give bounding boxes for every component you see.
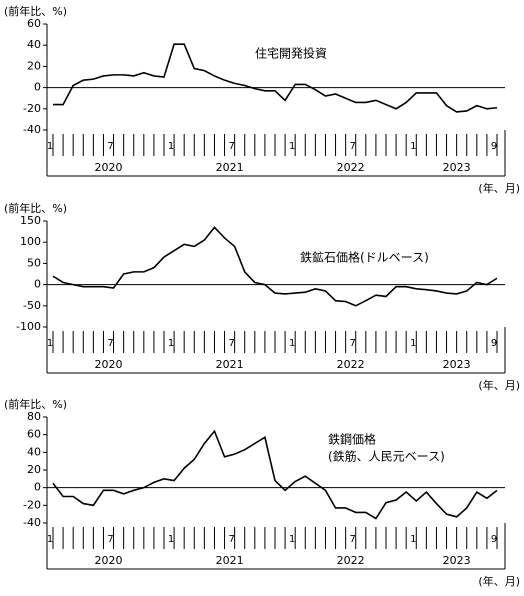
y-tick-label: -50 <box>23 299 41 312</box>
year-label: 2023 <box>443 358 471 371</box>
y-tick-label: 40 <box>27 38 41 51</box>
x-tick-label: 7 <box>107 338 113 349</box>
unit-label: (前年比、%) <box>4 397 67 411</box>
y-tick-label: 0 <box>34 481 41 494</box>
x-tick-label: 7 <box>350 534 356 545</box>
data-line <box>53 43 498 113</box>
unit-label: (前年比、%) <box>4 201 67 215</box>
x-tick-label: 1 <box>168 141 174 152</box>
x-tick-label: 1 <box>289 141 295 152</box>
x-tick-label: 7 <box>350 141 356 152</box>
year-label: 2023 <box>443 554 471 567</box>
x-tick-label: 1 <box>47 141 53 152</box>
data-line <box>52 226 498 307</box>
y-tick-label: 80 <box>27 410 41 423</box>
unit-label: (前年比、%) <box>4 4 67 18</box>
x-tick-label: 1 <box>47 534 53 545</box>
y-tick-label: -100 <box>16 320 41 333</box>
year-label: 2020 <box>95 161 123 174</box>
x-tick-label: 1 <box>168 534 174 545</box>
y-tick-label: 40 <box>27 445 41 458</box>
x-tick-label: 1 <box>289 534 295 545</box>
annotation: (鉄筋、人民元ベース) <box>328 449 445 464</box>
annotation: 鉄鉱石価格(ドルベース) <box>300 250 429 265</box>
x-tick-label: 1 <box>289 338 295 349</box>
x-tick-label: 1 <box>410 534 416 545</box>
x-tick-label: 1 <box>410 338 416 349</box>
year-label: 2022 <box>337 358 365 371</box>
y-tick-label: 20 <box>27 59 41 72</box>
x-tick-label: 9 <box>491 141 497 152</box>
x-tick-label: 7 <box>107 534 113 545</box>
year-label: 2023 <box>443 161 471 174</box>
year-label: 2021 <box>216 161 244 174</box>
data-line <box>52 429 498 520</box>
annotation: 鉄鋼価格 <box>328 432 376 447</box>
year-label: 2022 <box>337 161 365 174</box>
year-label: 2022 <box>337 554 365 567</box>
x-axis-label: (年、月) <box>478 378 520 392</box>
x-axis-label: (年、月) <box>478 181 520 195</box>
x-tick-label: 7 <box>107 141 113 152</box>
year-label: 2021 <box>216 358 244 371</box>
year-label: 2020 <box>95 554 123 567</box>
x-axis-label: (年、月) <box>478 574 520 588</box>
y-tick-label: 50 <box>27 256 41 269</box>
x-tick-label: 7 <box>228 141 234 152</box>
y-tick-label: 20 <box>27 463 41 476</box>
x-tick-label: 7 <box>350 338 356 349</box>
year-label: 2020 <box>95 358 123 371</box>
y-tick-label: -40 <box>23 123 41 136</box>
year-label: 2021 <box>216 554 244 567</box>
y-tick-label: -20 <box>23 102 41 115</box>
y-tick-label: 100 <box>20 235 41 248</box>
y-tick-label: 0 <box>34 81 41 94</box>
y-tick-label: 150 <box>20 214 41 227</box>
x-tick-label: 1 <box>410 141 416 152</box>
annotation: 住宅開発投資 <box>255 46 327 61</box>
x-tick-label: 1 <box>47 338 53 349</box>
y-tick-label: -20 <box>23 498 41 511</box>
y-tick-label: 60 <box>27 17 41 30</box>
y-tick-label: -40 <box>23 516 41 529</box>
x-tick-label: 7 <box>228 338 234 349</box>
x-tick-label: 9 <box>491 338 497 349</box>
x-tick-label: 9 <box>491 534 497 545</box>
y-tick-label: 0 <box>34 278 41 291</box>
x-tick-label: 1 <box>168 338 174 349</box>
y-tick-label: 60 <box>27 428 41 441</box>
x-tick-label: 7 <box>228 534 234 545</box>
